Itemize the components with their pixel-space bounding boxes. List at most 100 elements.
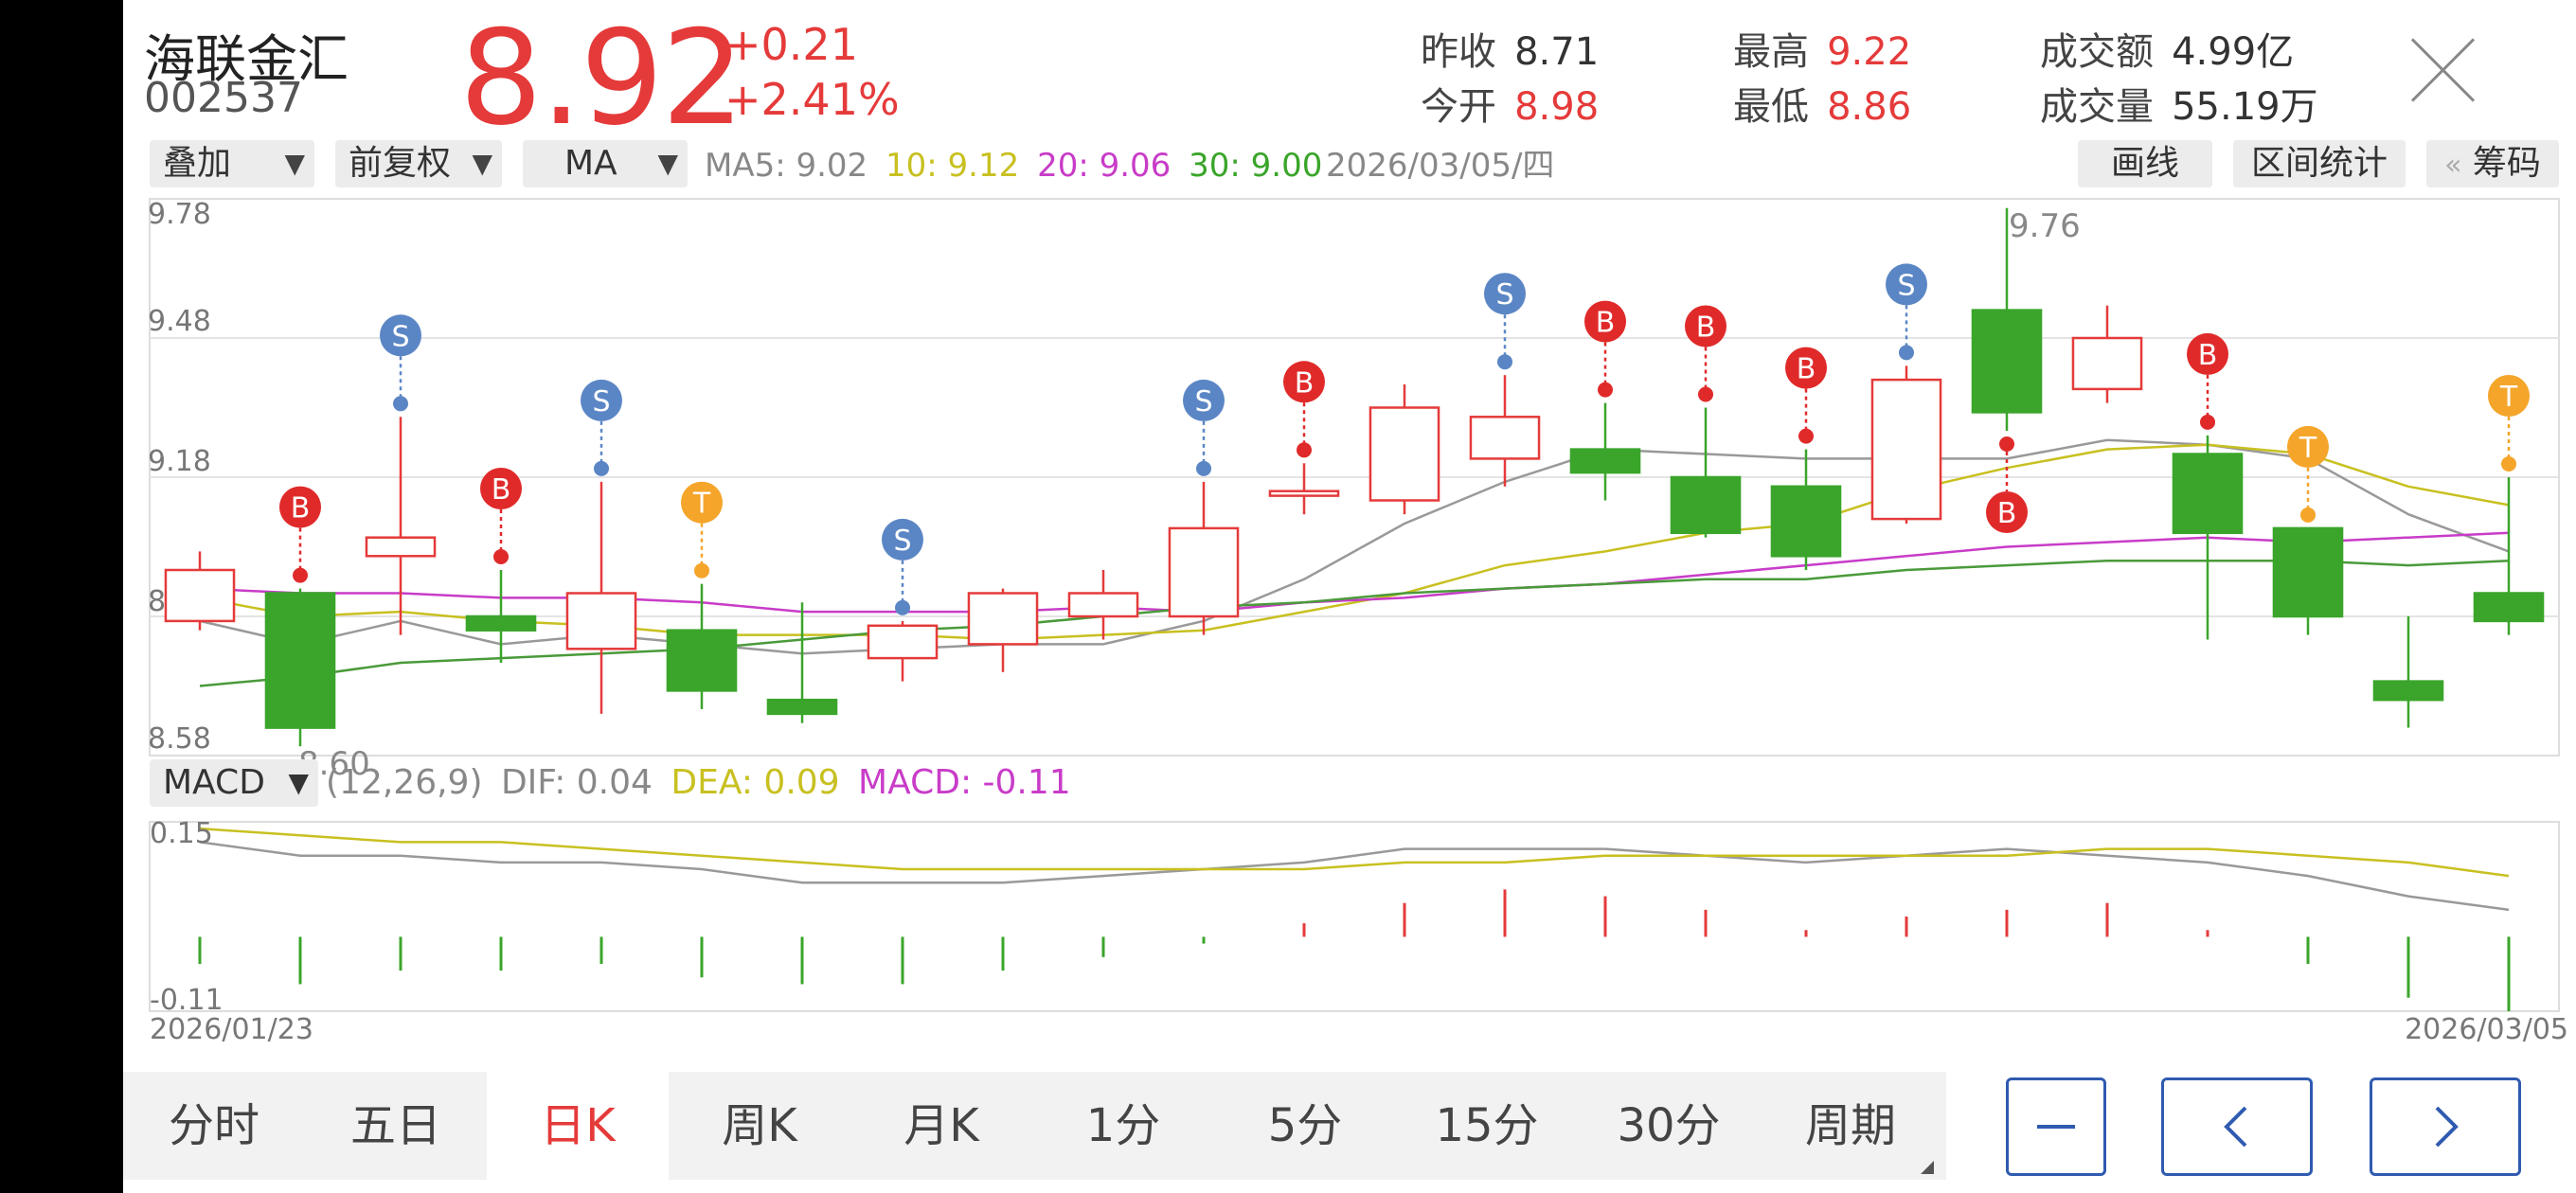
ma10-value: 10: 9.12: [886, 147, 1020, 185]
candle: [2372, 616, 2444, 728]
tab-1min[interactable]: 1分: [1085, 1099, 1161, 1152]
stat-value: 8.98: [1514, 85, 1600, 129]
candle: [1770, 449, 1842, 570]
tab-15min[interactable]: 15分: [1435, 1099, 1539, 1152]
candle-body: [1168, 526, 1240, 618]
signal-s-marker: S: [1183, 379, 1225, 476]
signal-b-marker: B: [1986, 436, 2028, 533]
macd-dropdown[interactable]: MACD ▼: [150, 759, 318, 807]
signal-s-marker: S: [1886, 263, 1927, 361]
tab-five-day[interactable]: 五日: [349, 1099, 441, 1152]
prev-button[interactable]: [2161, 1077, 2313, 1176]
adjust-dropdown[interactable]: 前复权 ▼: [335, 140, 502, 187]
candle-body: [2272, 526, 2344, 618]
signal-badge: [1886, 263, 1927, 306]
tab-monthly-k[interactable]: 月K: [903, 1099, 979, 1152]
candle: [967, 588, 1039, 672]
candle-body: [766, 698, 838, 716]
signal-badge: [882, 518, 923, 561]
signal-badge: [1183, 379, 1225, 421]
macd-selector-label: MACD: [163, 763, 265, 802]
signal-t-marker: T: [681, 481, 723, 579]
draw-line-button[interactable]: 画线: [2078, 140, 2212, 187]
signal-dot: [694, 562, 709, 579]
selected-date: 2026/03/05/四: [1326, 147, 1555, 185]
candle: [1469, 375, 1541, 487]
candle-body: [1971, 309, 2043, 414]
signal-b-marker: B: [1785, 347, 1827, 444]
signal-b-marker: B: [480, 468, 522, 564]
signal-badge: [1484, 273, 1526, 315]
signal-dot: [293, 567, 308, 583]
signal-letter: T: [692, 488, 711, 521]
signal-badge: [380, 314, 421, 357]
y-tick-label: 9.78: [148, 198, 211, 231]
signal-letter: S: [893, 525, 911, 558]
candle: [164, 551, 236, 631]
macd-values: (12,26,9) DIF: 0.04 DEA: 0.09 MACD: -0.1…: [326, 759, 1071, 807]
ma30-value: 30: 9.00: [1189, 147, 1323, 185]
candle-body: [1469, 416, 1541, 460]
candle-body: [967, 592, 1039, 646]
chevron-right-icon: [2435, 1106, 2459, 1148]
candle: [264, 588, 336, 747]
overlay-dropdown[interactable]: 叠加 ▼: [150, 140, 314, 187]
signal-letter: T: [2499, 381, 2518, 414]
signal-dot: [1698, 386, 1713, 402]
signal-badge: [1986, 491, 2028, 533]
end-date: 2026/03/05: [2405, 1013, 2568, 1046]
stat-label: 最高: [1733, 30, 1809, 74]
signal-badge: [279, 486, 321, 528]
y-tick-label: 9.48: [148, 305, 211, 338]
stat-value: 9.22: [1827, 30, 1912, 74]
chips-label: 筹码: [2472, 144, 2541, 183]
stat-label: 成交额: [2040, 30, 2154, 74]
max-price-label: 9.76: [2009, 207, 2081, 245]
candle: [1569, 402, 1641, 501]
tab-30min[interactable]: 30分: [1617, 1099, 1721, 1152]
signal-letter: S: [1897, 269, 1915, 302]
chips-button[interactable]: « 筹码: [2426, 140, 2559, 187]
next-button[interactable]: [2370, 1077, 2521, 1176]
signal-b-marker: B: [1685, 305, 1726, 402]
ma5-value: MA5: 9.02: [705, 147, 868, 185]
candle: [2071, 305, 2143, 403]
signal-badge: [581, 379, 622, 421]
signal-badge: [1584, 300, 1626, 343]
signal-badge: [2187, 332, 2228, 375]
chevron-left-icon: «: [2444, 149, 2462, 182]
signal-badge: [1785, 347, 1827, 389]
signal-letter: B: [1797, 353, 1816, 386]
signal-letter: T: [2299, 432, 2317, 465]
signal-letter: S: [1194, 385, 1212, 418]
ma20-line: [199, 531, 2510, 614]
tab-period[interactable]: 周期: [1760, 1072, 1941, 1180]
stat-value: 8.86: [1827, 85, 1912, 129]
signal-dot: [1899, 345, 1914, 361]
candle: [1067, 570, 1139, 640]
tab-intraday[interactable]: 分时: [168, 1099, 259, 1152]
signal-b-marker: B: [2187, 332, 2228, 430]
candle: [565, 481, 637, 714]
candle-body: [1670, 475, 1742, 535]
kline-chart[interactable]: 9.78 9.48 9.18 8.88 8.58 BSBSTSSBSBBBSBB…: [123, 0, 2576, 1193]
indicator-dropdown[interactable]: MA ▼: [523, 140, 688, 187]
signal-dot: [895, 599, 910, 615]
range-stats-button[interactable]: 区间统计: [2233, 140, 2406, 187]
tab-5min[interactable]: 5分: [1267, 1099, 1343, 1152]
dea-line: [199, 827, 2510, 878]
signal-s-marker: S: [1484, 273, 1526, 370]
candle: [1670, 407, 1742, 538]
signal-letter: B: [2198, 339, 2218, 372]
signal-s-marker: S: [581, 379, 622, 476]
candle-body: [2473, 592, 2545, 623]
tab-weekly-k[interactable]: 周K: [722, 1099, 797, 1152]
signal-s-marker: S: [380, 314, 421, 412]
signal-dot: [2200, 414, 2215, 430]
stat-label: 今开: [1421, 85, 1496, 129]
candle: [465, 570, 537, 663]
zoom-out-button[interactable]: [2006, 1077, 2106, 1176]
tab-daily-k[interactable]: 日K: [487, 1072, 669, 1180]
signal-badge: [1283, 361, 1325, 403]
candle-body: [2071, 336, 2143, 391]
